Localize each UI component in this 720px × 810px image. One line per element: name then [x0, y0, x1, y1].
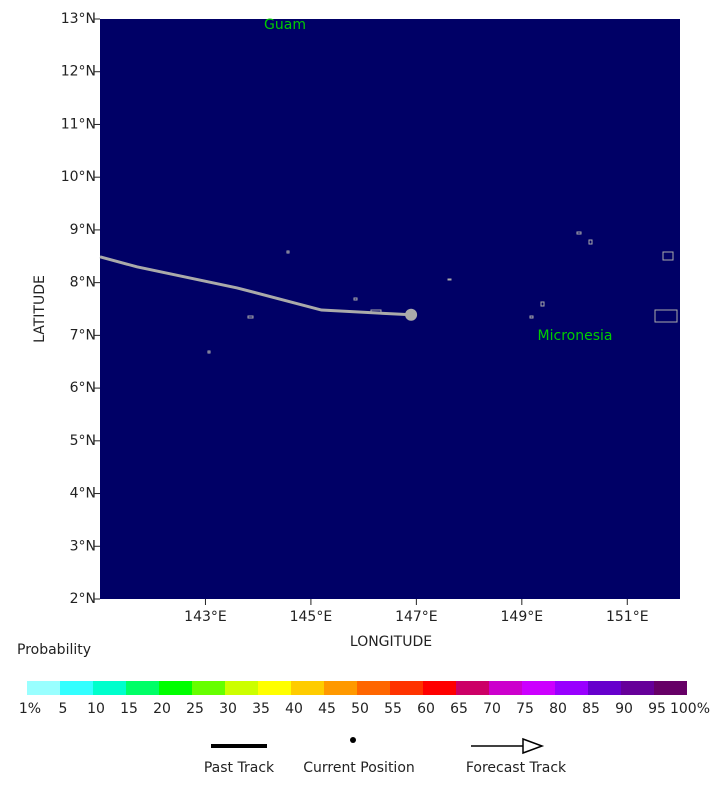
island	[529, 315, 534, 319]
legend-label: Past Track	[204, 760, 275, 776]
islands	[207, 231, 678, 354]
colorbar-label: 15	[120, 701, 138, 717]
colorbar-label: 90	[615, 701, 633, 717]
colorbar-swatch	[390, 681, 423, 695]
island	[286, 250, 290, 254]
island	[447, 278, 452, 281]
colorbar-label: 95	[648, 701, 666, 717]
island	[540, 301, 545, 307]
colorbar-label: 85	[582, 701, 600, 717]
colorbar-swatch	[159, 681, 192, 695]
colorbar-label: 65	[450, 701, 468, 717]
colorbar-swatch	[555, 681, 588, 695]
x-tick-label: 145°E	[290, 609, 333, 625]
colorbar-swatch	[456, 681, 489, 695]
island	[662, 251, 674, 261]
colorbar-title: Probability	[17, 642, 91, 658]
y-tick-label: 3°N	[70, 538, 96, 554]
colorbar-swatch	[27, 681, 60, 695]
colorbar-swatch	[423, 681, 456, 695]
colorbar-swatch	[225, 681, 258, 695]
legend-label: Current Position	[303, 760, 415, 776]
y-tick-label: 10°N	[61, 169, 96, 185]
y-tick-label: 12°N	[61, 64, 96, 80]
x-tick-label: 143°E	[184, 609, 227, 625]
y-tick-label: 7°N	[70, 327, 96, 343]
colorbar-label: 40	[285, 701, 303, 717]
colorbar-swatch	[291, 681, 324, 695]
colorbar-swatch	[522, 681, 555, 695]
island	[576, 231, 582, 235]
place-label: Guam	[264, 17, 306, 33]
colorbar-label: 100%	[670, 701, 710, 717]
colorbar-swatch	[60, 681, 93, 695]
colorbar-label: 35	[252, 701, 270, 717]
colorbar-swatch	[258, 681, 291, 695]
colorbar-label: 25	[186, 701, 204, 717]
past-track	[99, 255, 412, 317]
x-tick-label: 151°E	[606, 609, 649, 625]
colorbar-swatch	[654, 681, 687, 695]
y-tick-label: 11°N	[61, 116, 96, 132]
colorbar-label: 30	[219, 701, 237, 717]
colorbar-label: 80	[549, 701, 567, 717]
colorbar-label: 50	[351, 701, 369, 717]
place-label: Micronesia	[538, 328, 613, 344]
island	[247, 315, 254, 319]
y-tick-label: 6°N	[70, 380, 96, 396]
colorbar-swatch	[324, 681, 357, 695]
island	[588, 239, 593, 245]
colorbar-swatch	[588, 681, 621, 695]
map-background	[100, 19, 680, 599]
y-tick-label: 8°N	[70, 275, 96, 291]
colorbar-label: 10	[87, 701, 105, 717]
x-axis-label: LONGITUDE	[350, 634, 432, 650]
y-tick-label: 9°N	[70, 222, 96, 238]
y-axis-label: LATITUDE	[32, 275, 48, 343]
y-tick-label: 4°N	[70, 486, 96, 502]
colorbar-swatch	[192, 681, 225, 695]
colorbar-label: 1%	[19, 701, 41, 717]
island	[207, 350, 211, 354]
colorbar-swatch	[489, 681, 522, 695]
colorbar-label: 45	[318, 701, 336, 717]
colorbar-swatch	[126, 681, 159, 695]
y-tick-label: 5°N	[70, 433, 96, 449]
colorbar-label: 5	[59, 701, 68, 717]
colorbar-label: 75	[516, 701, 534, 717]
colorbar-label: 20	[153, 701, 171, 717]
x-tick-label: 147°E	[395, 609, 438, 625]
y-tick-label: 2°N	[70, 591, 96, 607]
x-tick-label: 149°E	[501, 609, 544, 625]
legend-label: Forecast Track	[466, 760, 567, 776]
colorbar-label: 70	[483, 701, 501, 717]
colorbar-swatch	[621, 681, 654, 695]
colorbar-swatch	[357, 681, 390, 695]
colorbar-label: 55	[384, 701, 402, 717]
current-position	[405, 308, 418, 321]
colorbar-label: 60	[417, 701, 435, 717]
island	[353, 297, 358, 301]
legend-dot	[350, 737, 356, 743]
legend-arrow-head	[522, 737, 545, 755]
y-tick-label: 13°N	[61, 11, 96, 27]
colorbar-swatch	[93, 681, 126, 695]
island	[654, 309, 678, 323]
